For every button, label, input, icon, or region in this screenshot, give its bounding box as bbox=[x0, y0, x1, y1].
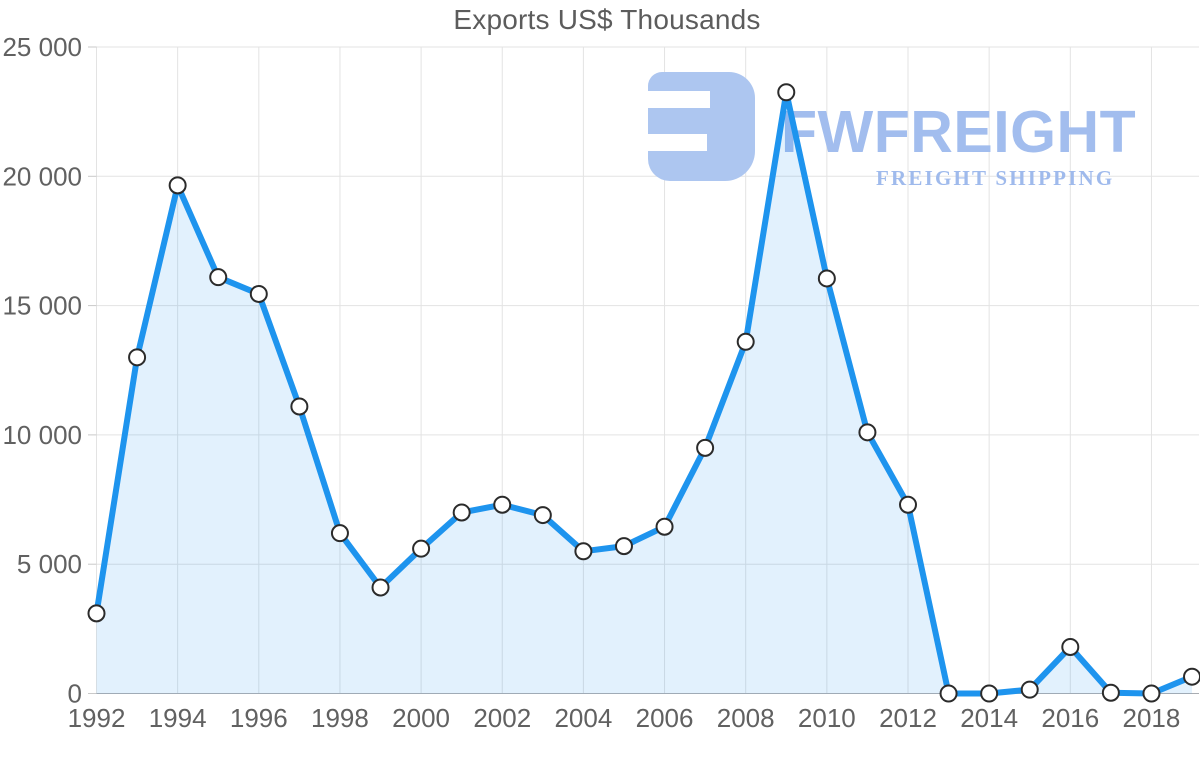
logo-notch bbox=[648, 91, 710, 108]
watermark-brand-text: FWFREIGHT bbox=[781, 99, 1137, 165]
y-axis-tick-label: 0 bbox=[68, 679, 82, 709]
x-axis-tick-label: 2002 bbox=[473, 703, 531, 733]
x-axis-tick-label: 2008 bbox=[717, 703, 775, 733]
x-axis-tick-label: 2000 bbox=[392, 703, 450, 733]
x-axis-tick-label: 2014 bbox=[960, 703, 1018, 733]
x-axis-tick-label: 2016 bbox=[1041, 703, 1099, 733]
y-axis-tick-label: 10 000 bbox=[2, 420, 82, 450]
fwfreight-logo-icon bbox=[648, 72, 755, 181]
watermark-tagline-text: FREIGHT SHIPPING bbox=[876, 166, 1115, 190]
x-axis-tick-label: 2010 bbox=[798, 703, 856, 733]
y-axis-tick-label: 5 000 bbox=[17, 549, 82, 579]
x-axis-tick-label: 2012 bbox=[879, 703, 937, 733]
x-axis-tick-label: 2004 bbox=[554, 703, 612, 733]
x-axis-tick-label: 2006 bbox=[636, 703, 694, 733]
y-axis-tick-label: 15 000 bbox=[2, 291, 82, 321]
y-axis-tick-label: 20 000 bbox=[2, 161, 82, 191]
x-axis-tick-label: 1994 bbox=[149, 703, 207, 733]
x-axis-tick-label: 1996 bbox=[230, 703, 288, 733]
x-axis-tick-label: 2018 bbox=[1123, 703, 1181, 733]
y-axis-tick-label: 25 000 bbox=[2, 32, 82, 62]
chart-title: Exports US$ Thousands bbox=[453, 4, 761, 35]
logo-notch bbox=[648, 134, 707, 151]
x-axis-tick-label: 1992 bbox=[68, 703, 126, 733]
x-axis-tick-label: 1998 bbox=[311, 703, 369, 733]
